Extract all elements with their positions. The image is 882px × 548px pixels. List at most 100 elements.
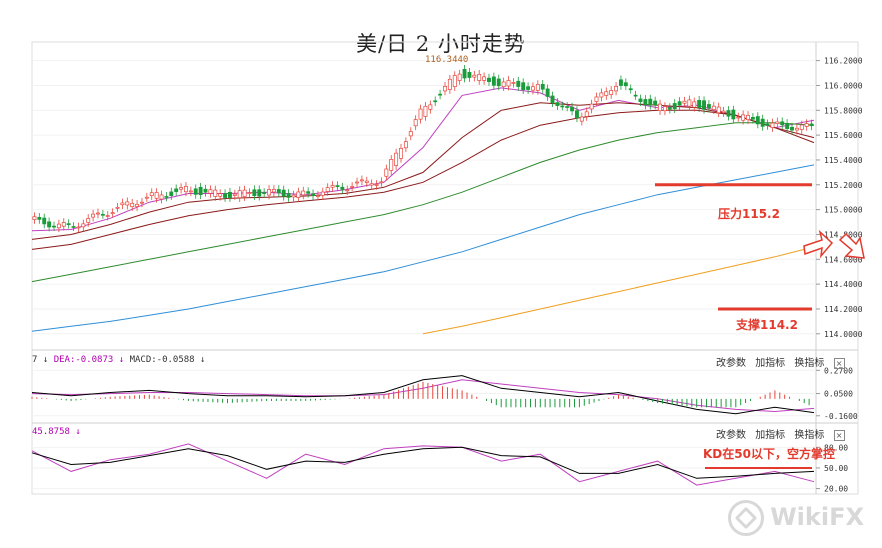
candle-body <box>677 101 682 106</box>
chart-frame <box>31 41 859 495</box>
candle-body <box>516 80 521 87</box>
watermark-text: WikiFX <box>770 503 864 531</box>
candle-body <box>746 115 750 121</box>
candle-body <box>291 194 296 198</box>
candle-body <box>169 191 174 197</box>
series-line-ma-5-price <box>31 164 815 332</box>
candle-body <box>389 159 394 171</box>
candle-body <box>575 110 579 119</box>
candle-body <box>140 201 144 204</box>
candle-body <box>355 181 359 184</box>
candle-body <box>653 100 658 106</box>
candle-body <box>306 191 311 194</box>
candle-body <box>37 217 42 220</box>
candle-body <box>340 186 345 190</box>
candle-body <box>257 189 262 197</box>
series-line-ma-2-price <box>31 102 815 240</box>
y-tick-label: -0.1600 <box>824 412 858 421</box>
candle-body <box>311 193 315 197</box>
candle-body <box>755 116 760 125</box>
candle-body <box>736 116 741 119</box>
candle-body <box>345 189 350 192</box>
candle-body <box>780 121 785 126</box>
y-tick-label: 0.2700 <box>824 366 853 375</box>
y-tick-label: 20.00 <box>824 485 848 494</box>
series-line-ma-3-price <box>31 109 815 250</box>
arrow-down-icon: ↓ <box>42 355 49 365</box>
switch-indicator-button[interactable]: 换指标 <box>794 430 825 441</box>
candle-body <box>589 103 594 110</box>
candle-body <box>648 98 653 106</box>
candle-body <box>604 91 609 96</box>
arrow-down-icon: ↓ <box>200 355 206 365</box>
candle-body <box>535 84 540 91</box>
switch-indicator-button[interactable]: 换指标 <box>794 358 825 369</box>
candle-body <box>242 189 247 197</box>
candle-body <box>144 196 149 199</box>
candle-body <box>52 225 56 228</box>
candle-body <box>154 192 159 199</box>
series-line-ma-4-price <box>31 122 815 283</box>
candle-body <box>599 92 604 98</box>
candle-body <box>125 201 130 206</box>
close-icon[interactable]: × <box>833 430 845 441</box>
series-line-dif-macd <box>31 375 815 415</box>
candle-body <box>687 99 692 107</box>
candle-body <box>247 192 252 195</box>
change-params-button[interactable]: 改参数 <box>716 358 746 369</box>
candle-body <box>394 152 399 166</box>
candle-body <box>794 127 799 131</box>
candle-body <box>223 193 228 198</box>
candle-body <box>320 191 325 196</box>
candle-body <box>594 96 599 102</box>
dea-value: DEA:-0.0873 <box>53 355 114 365</box>
candle-body <box>428 104 433 110</box>
candle-body <box>262 192 267 194</box>
candle-body <box>149 192 154 197</box>
candle-body <box>511 82 516 84</box>
candle-body <box>433 100 438 103</box>
candle-body <box>76 226 81 229</box>
candle-body <box>628 88 633 91</box>
candle-body <box>584 111 589 117</box>
candle-body <box>809 123 814 127</box>
change-params-button[interactable]: 改参数 <box>716 430 746 441</box>
candle-body <box>296 191 301 198</box>
candle-body <box>443 86 447 92</box>
candle-body <box>218 193 223 197</box>
candle-body <box>399 147 403 159</box>
candle-body <box>706 104 711 109</box>
y-tick-label: 115.0000 <box>824 206 863 215</box>
candle-body <box>159 194 164 200</box>
candle-body <box>42 217 47 225</box>
high-price-label: 116.3440 <box>425 55 469 65</box>
series-line-k-kd <box>31 443 815 486</box>
candle-body <box>731 109 736 120</box>
candle-body <box>462 68 467 79</box>
candle-body <box>81 223 86 228</box>
candle-body <box>198 186 203 196</box>
candle-body <box>130 202 135 208</box>
candle-body <box>496 78 501 87</box>
candle-body <box>115 206 120 209</box>
candle-body <box>662 106 667 112</box>
candle-body <box>330 185 335 188</box>
candle-body <box>785 123 790 129</box>
candle-body <box>164 196 169 198</box>
arrow-down-right-icon <box>838 232 865 259</box>
add-indicator-button[interactable]: 加指标 <box>755 358 786 369</box>
candle-body <box>208 189 213 194</box>
candle-body <box>325 187 330 192</box>
close-icon[interactable]: × <box>833 358 845 369</box>
kd-annotation: KD在50以下，空方掌控 <box>703 447 835 461</box>
candle-body <box>560 105 565 108</box>
candle-body <box>721 110 726 113</box>
candle-body <box>697 99 702 108</box>
candle-body <box>174 188 179 192</box>
candle-body <box>179 187 184 190</box>
candle-body <box>379 181 384 184</box>
add-indicator-button[interactable]: 加指标 <box>755 430 786 441</box>
macd-value: MACD:-0.0588 <box>129 355 195 365</box>
macd-prefix: 7 <box>32 355 38 365</box>
y-tick-label: 80.00 <box>824 443 848 452</box>
